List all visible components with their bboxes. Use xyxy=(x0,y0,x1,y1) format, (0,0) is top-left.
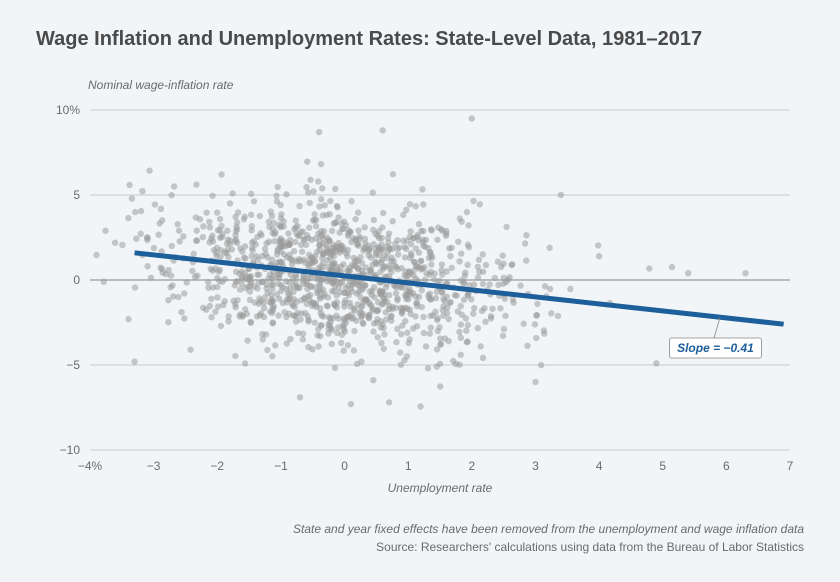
svg-text:0: 0 xyxy=(73,273,80,287)
svg-text:5: 5 xyxy=(73,188,80,202)
svg-text:−10: −10 xyxy=(60,443,81,457)
svg-text:−5: −5 xyxy=(66,358,80,372)
plot-area: −10−50510%−4%−3−2−101234567Unemployment … xyxy=(90,110,790,450)
y-axis-subtitle: Nominal wage-inflation rate xyxy=(88,78,233,92)
chart-container: Wage Inflation and Unemployment Rates: S… xyxy=(0,0,840,582)
svg-text:10%: 10% xyxy=(56,103,80,117)
svg-text:2: 2 xyxy=(468,459,475,473)
chart-footer: State and year fixed effects have been r… xyxy=(0,520,804,556)
svg-text:0: 0 xyxy=(341,459,348,473)
svg-text:5: 5 xyxy=(659,459,666,473)
svg-text:1: 1 xyxy=(405,459,412,473)
svg-text:Slope = −0.41: Slope = −0.41 xyxy=(677,341,754,355)
svg-text:Unemployment rate: Unemployment rate xyxy=(388,481,493,495)
svg-text:3: 3 xyxy=(532,459,539,473)
scatter-plot-svg: −10−50510%−4%−3−2−101234567Unemployment … xyxy=(90,110,790,450)
svg-text:−3: −3 xyxy=(147,459,161,473)
footer-note: State and year fixed effects have been r… xyxy=(0,520,804,538)
svg-text:7: 7 xyxy=(787,459,794,473)
svg-text:4: 4 xyxy=(596,459,603,473)
svg-text:−2: −2 xyxy=(210,459,224,473)
chart-title: Wage Inflation and Unemployment Rates: S… xyxy=(36,28,804,51)
footer-source: Source: Researchers' calculations using … xyxy=(0,538,804,556)
svg-text:6: 6 xyxy=(723,459,730,473)
svg-text:−1: −1 xyxy=(274,459,288,473)
svg-text:−4%: −4% xyxy=(78,459,103,473)
